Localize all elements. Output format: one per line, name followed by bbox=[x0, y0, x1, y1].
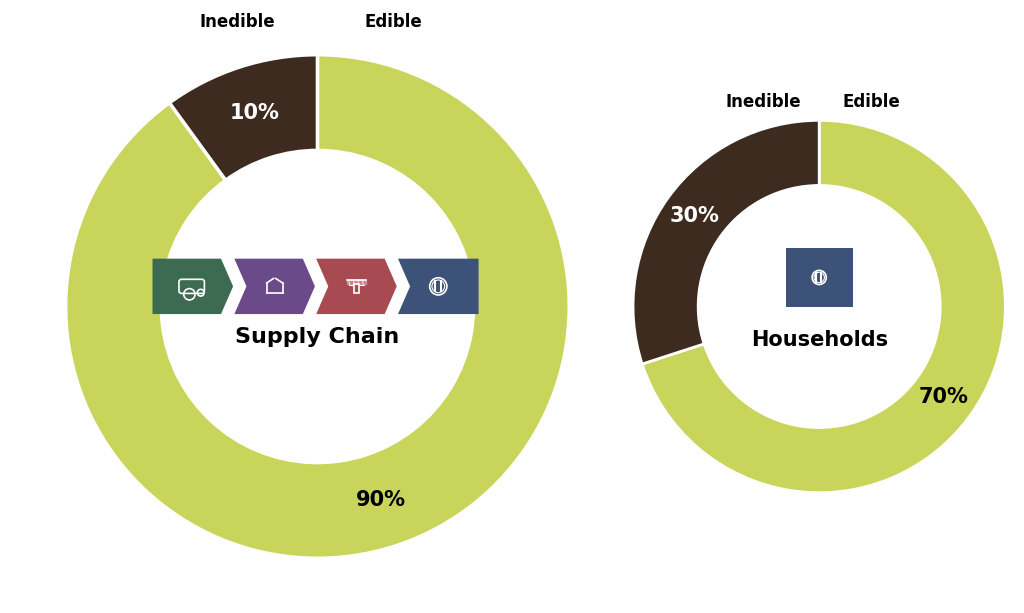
Circle shape bbox=[698, 186, 940, 427]
Wedge shape bbox=[169, 55, 317, 180]
FancyBboxPatch shape bbox=[785, 248, 853, 306]
Text: 70%: 70% bbox=[919, 387, 969, 407]
Wedge shape bbox=[642, 120, 1006, 493]
Polygon shape bbox=[234, 259, 315, 314]
Text: Households: Households bbox=[751, 330, 888, 350]
Text: Edible: Edible bbox=[843, 93, 900, 111]
Text: Inedible: Inedible bbox=[726, 93, 801, 111]
Text: 10%: 10% bbox=[229, 102, 280, 123]
Text: 30%: 30% bbox=[670, 206, 720, 226]
Wedge shape bbox=[66, 55, 569, 558]
Text: Inedible: Inedible bbox=[199, 13, 274, 31]
Text: 90%: 90% bbox=[355, 490, 406, 511]
Text: Edible: Edible bbox=[365, 13, 422, 31]
Polygon shape bbox=[398, 259, 478, 314]
Polygon shape bbox=[153, 259, 233, 314]
Wedge shape bbox=[633, 120, 819, 364]
Text: Supply Chain: Supply Chain bbox=[236, 327, 399, 347]
Polygon shape bbox=[316, 259, 396, 314]
